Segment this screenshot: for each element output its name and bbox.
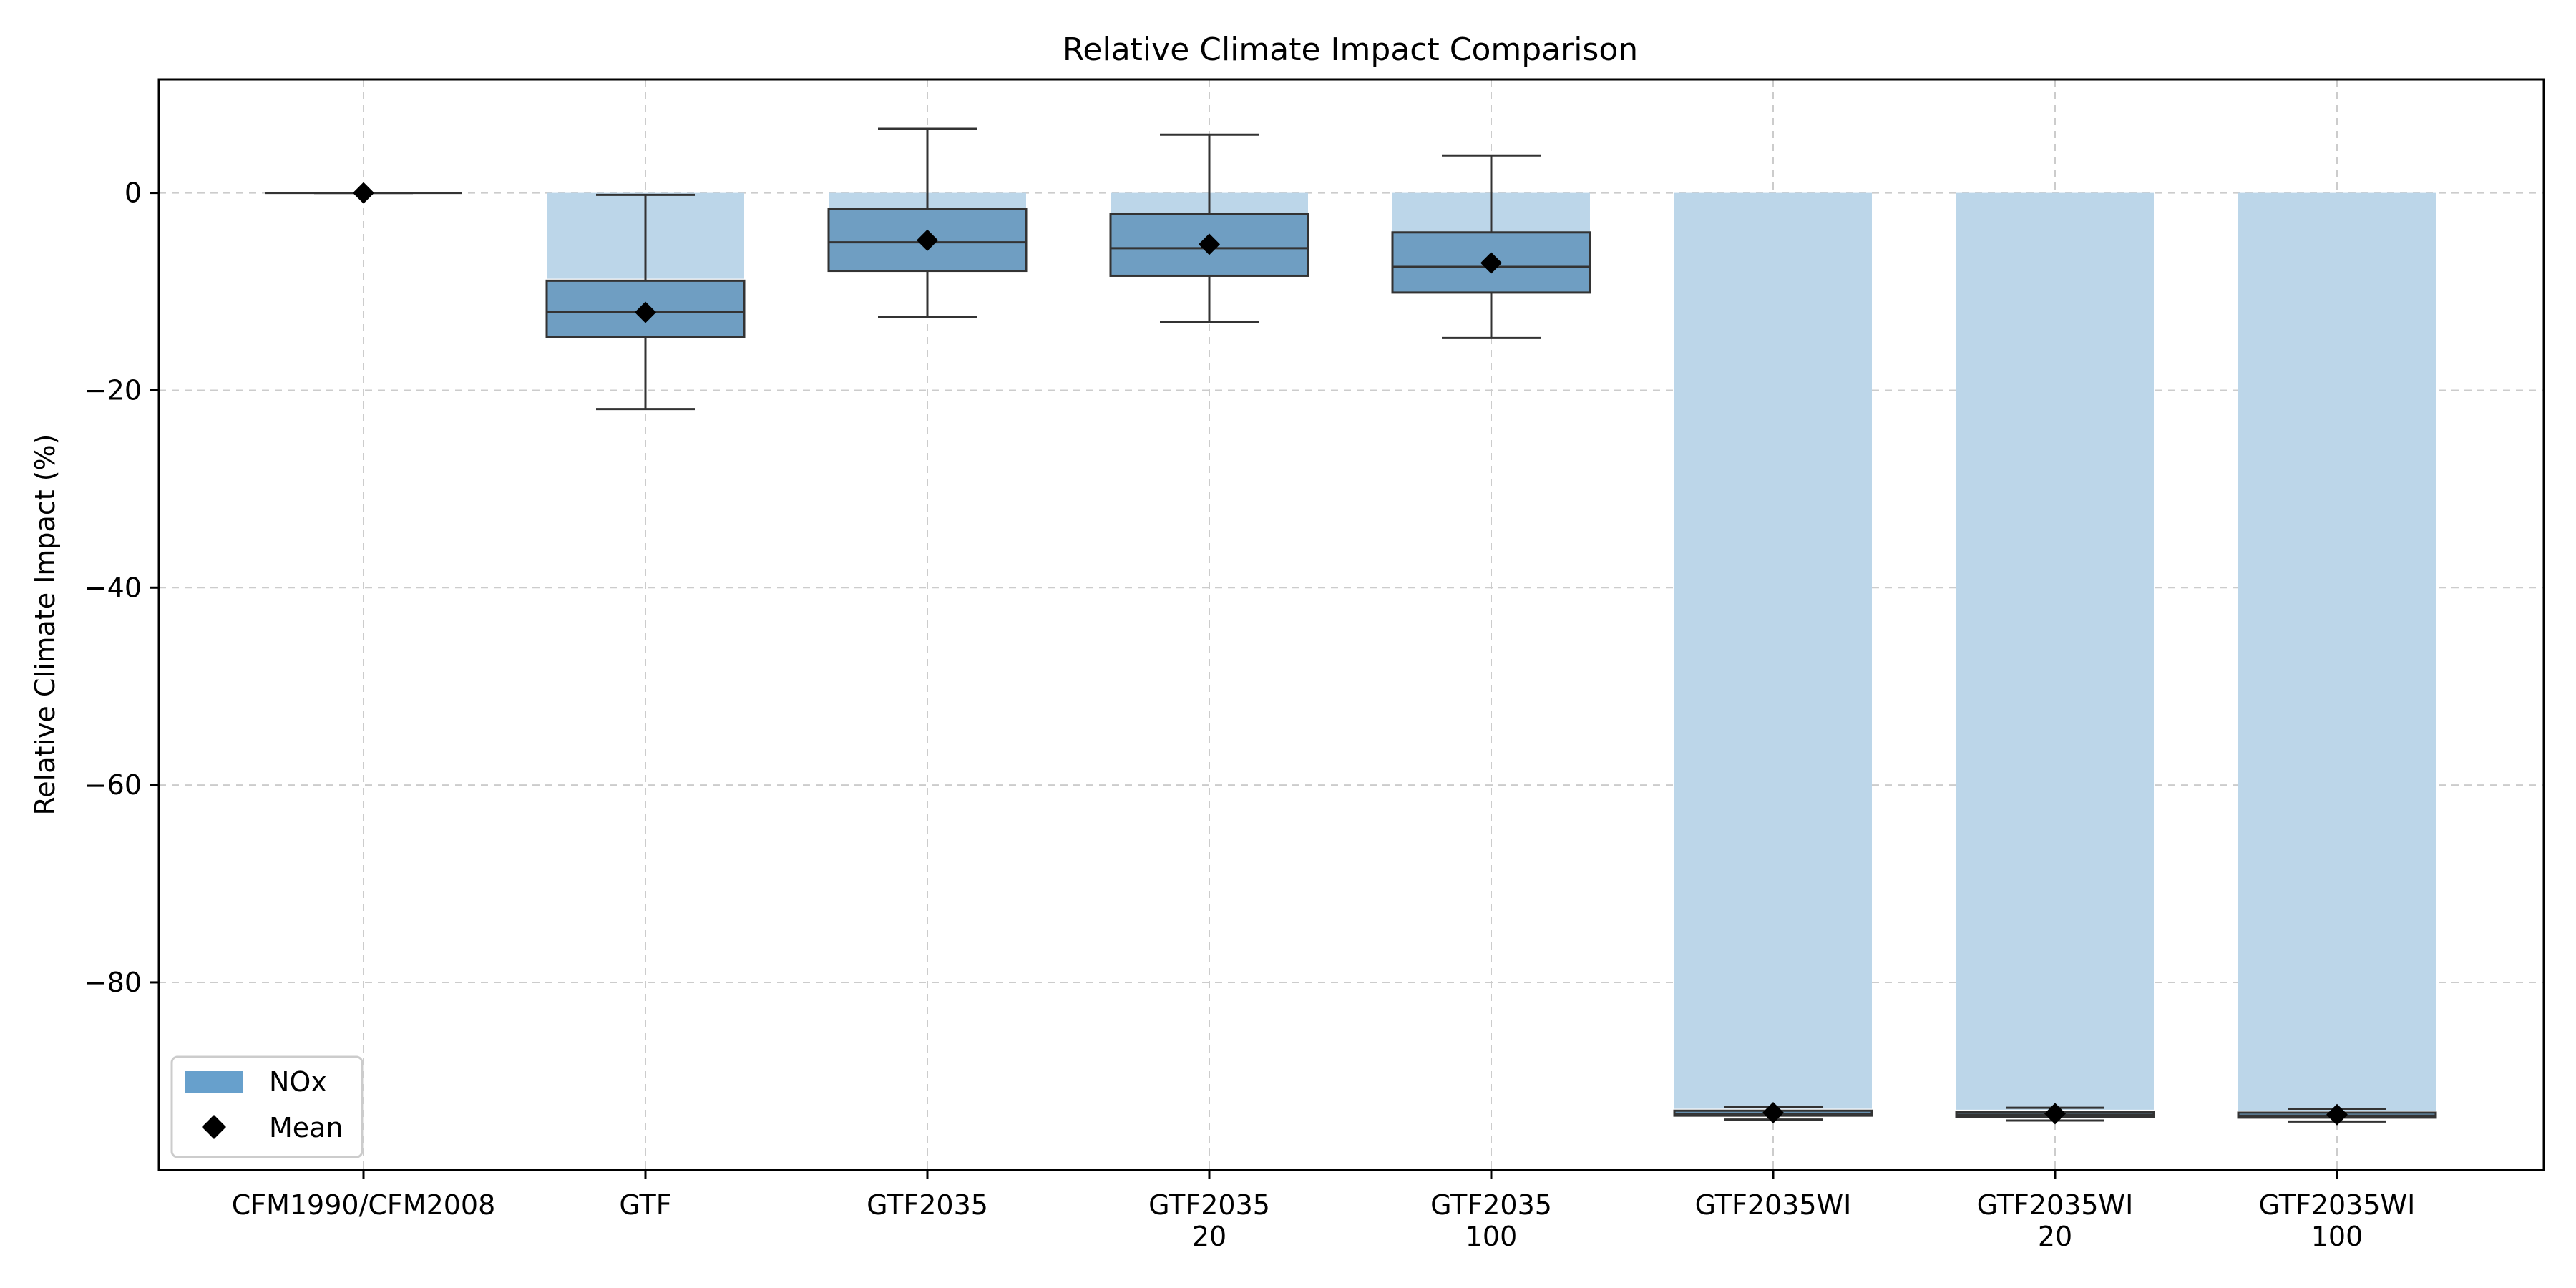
mean-marker xyxy=(353,182,374,204)
plot-frame xyxy=(157,78,2545,1171)
mean-marker xyxy=(2326,1103,2348,1126)
x-tick-label: GTF2035WI xyxy=(1977,1189,2134,1221)
mean-marker xyxy=(917,229,938,251)
x-tick-label: CFM1990/CFM2008 xyxy=(232,1189,496,1221)
x-tick-label: 20 xyxy=(1192,1221,1226,1252)
x-axis-ticks: CFM1990/CFM2008 GTF GTF2035 GTF203520GTF203… xyxy=(232,1170,2416,1252)
x-tick-label: GTF2035 xyxy=(867,1189,988,1221)
boxplot xyxy=(827,127,1028,318)
y-tick-label: −20 xyxy=(84,374,142,406)
mean-marker xyxy=(2044,1103,2066,1125)
nox-bar xyxy=(1674,192,1872,1109)
mean-marker xyxy=(635,301,656,323)
grid xyxy=(159,79,2544,1170)
legend-nox-label: NOx xyxy=(269,1066,327,1098)
legend: NOx Mean xyxy=(170,1055,364,1158)
y-tick-label: −40 xyxy=(84,572,142,603)
x-tick-label: GTF2035WI xyxy=(1695,1189,1852,1221)
y-tick-label: −60 xyxy=(84,769,142,801)
boxplot xyxy=(1391,154,1591,339)
legend-nox-swatch xyxy=(185,1071,243,1093)
x-tick-label: 100 xyxy=(1465,1221,1518,1252)
mean-marker xyxy=(1199,233,1220,255)
y-tick-label: −80 xyxy=(84,967,142,998)
x-tick-label: GTF xyxy=(619,1189,671,1221)
legend-mean-label: Mean xyxy=(269,1112,343,1143)
x-tick-label: 100 xyxy=(2311,1221,2363,1252)
chart-title: Relative Climate Impact Comparison xyxy=(1063,31,1638,68)
y-axis-ticks: 0 −20 −40 −60 −80 xyxy=(84,177,159,998)
boxplot xyxy=(1109,133,1309,323)
legend-mean-marker xyxy=(202,1115,226,1139)
x-tick-label: 20 xyxy=(2038,1221,2072,1252)
y-tick-label: 0 xyxy=(125,177,142,209)
mean-markers xyxy=(353,182,2348,1126)
mean-marker xyxy=(1480,252,1502,274)
nox-bar xyxy=(1956,192,2154,1110)
nox-bar xyxy=(2238,192,2436,1111)
x-tick-label: GTF2035 xyxy=(1430,1189,1552,1221)
y-axis-label: Relative Climate Impact (%) xyxy=(29,434,61,816)
boxplot-box xyxy=(1391,231,1591,294)
x-tick-label: GTF2035 xyxy=(1148,1189,1270,1221)
mean-marker xyxy=(1762,1102,1784,1124)
x-tick-label: GTF2035WI xyxy=(2259,1189,2416,1221)
